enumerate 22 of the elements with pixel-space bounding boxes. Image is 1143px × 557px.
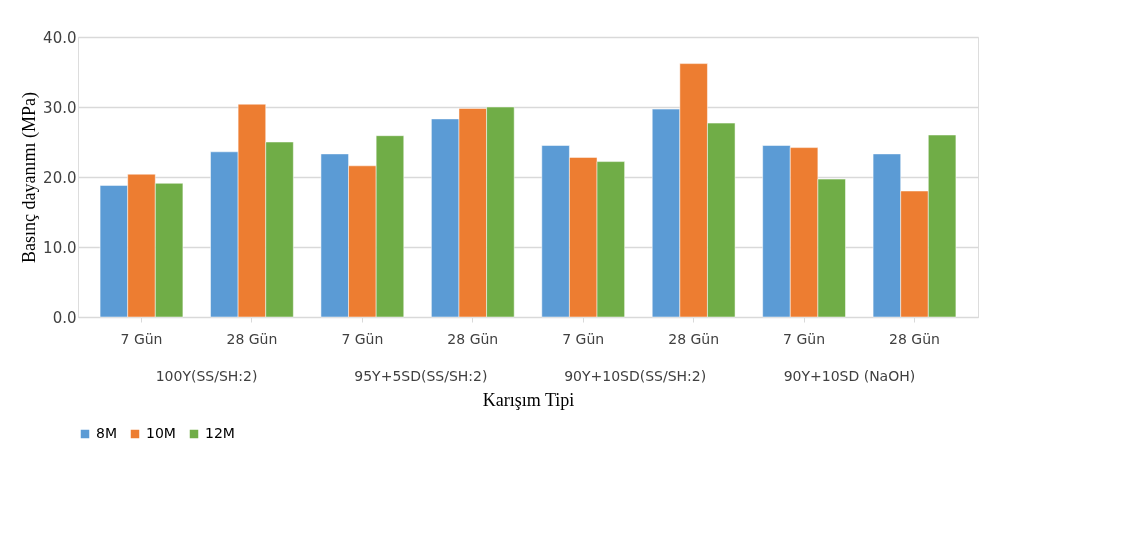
legend-label: 12M [205, 425, 235, 441]
legend-label: 10M [146, 425, 176, 441]
text: 90Y+10SD (NaOH) [783, 368, 916, 384]
text: 95Y+5SD(SS/SH:2) [354, 368, 488, 384]
y-tick-label: 40.0 [43, 28, 77, 47]
y-tick-label: 0.0 [52, 308, 77, 327]
y-tick-label: 20.0 [43, 168, 77, 187]
y-axis-title: Basınç dayanımı (MPa) [19, 92, 41, 263]
x-axis-title: Karışım Tipi [482, 389, 575, 410]
x-tick-label: 28 Gün [668, 330, 720, 347]
x-tick-label: 28 Gün [447, 330, 499, 347]
x-tick-label: 7 Gün [341, 330, 384, 347]
x-tick-label: 28 Gün [226, 330, 278, 347]
x-tick-label: 7 Gün [562, 330, 605, 347]
y-tick-label: 10.0 [43, 238, 77, 257]
x-tick-label: 7 Gün [120, 330, 163, 347]
y-tick-label: 30.0 [43, 98, 77, 117]
x-tick-label: 7 Gün [783, 330, 826, 347]
text: 90Y+10SD(SS/SH:2) [564, 368, 707, 384]
text: 100Y(SS/SH:2) [155, 368, 258, 384]
legend-label: 8M [96, 425, 117, 441]
x-tick-label: 28 Gün [889, 330, 940, 347]
